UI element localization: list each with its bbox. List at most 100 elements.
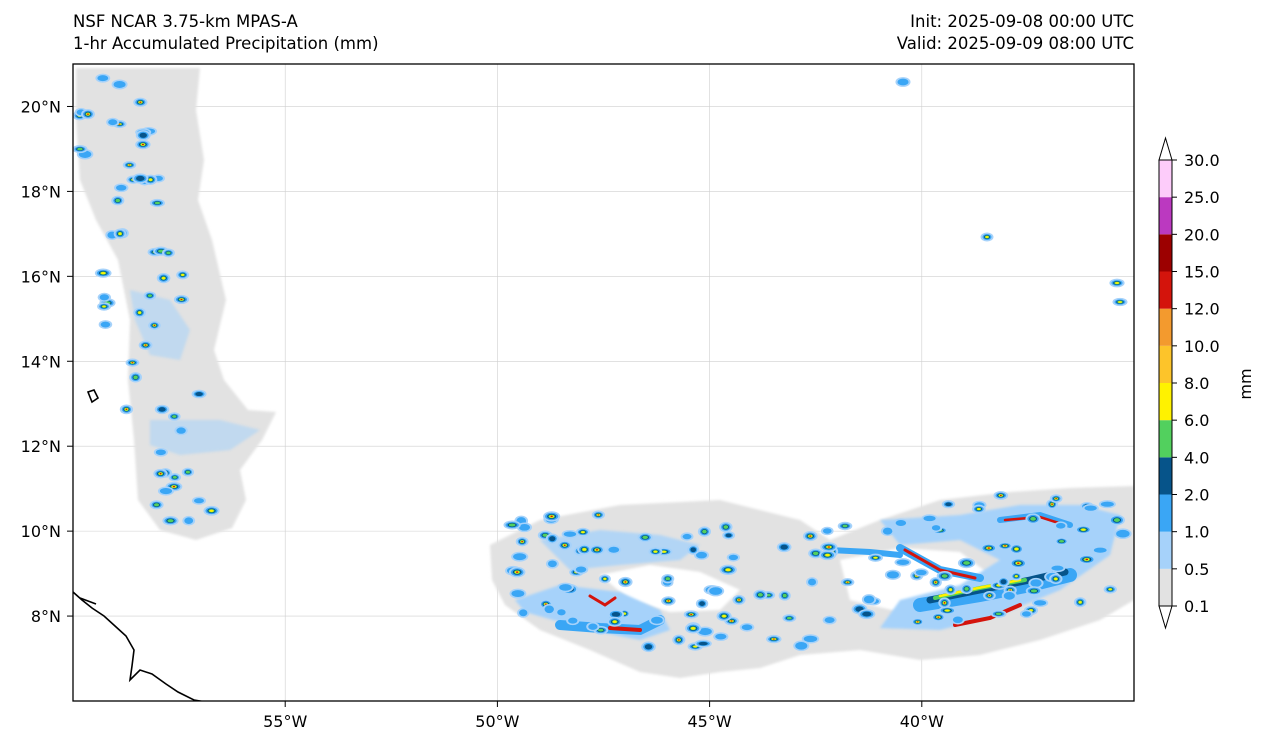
colorbar-segment bbox=[1159, 420, 1172, 458]
valid-time: Valid: 2025-09-09 08:00 UTC bbox=[896, 34, 1134, 53]
precip-cell bbox=[165, 481, 183, 492]
precip-cell bbox=[819, 550, 837, 561]
precip-cell bbox=[993, 491, 1009, 500]
lon-tick-label: 55°W bbox=[263, 712, 307, 731]
precip-cell bbox=[1078, 554, 1096, 565]
colorbar-segment bbox=[1159, 345, 1172, 383]
precip-cell bbox=[111, 79, 128, 90]
precip-cell bbox=[1025, 586, 1043, 596]
field-title: 1-hr Accumulated Precipitation (mm) bbox=[73, 34, 379, 53]
island-barbados bbox=[86, 389, 100, 404]
init-time: Init: 2025-09-08 00:00 UTC bbox=[910, 12, 1134, 31]
precip-cell bbox=[97, 292, 111, 302]
precip-cell bbox=[557, 582, 574, 593]
precip-cell bbox=[753, 589, 768, 600]
precip-cell bbox=[517, 607, 530, 618]
colorbar-segment bbox=[1159, 494, 1172, 532]
precip-cell bbox=[801, 634, 820, 644]
precip-cell bbox=[94, 268, 112, 278]
precip-cell bbox=[511, 551, 529, 562]
precip-cell bbox=[1001, 590, 1017, 602]
colorbar-tick-label: 1.0 bbox=[1184, 523, 1209, 542]
precip-cell bbox=[776, 542, 792, 553]
precip-cell bbox=[545, 533, 559, 544]
colorbar-tick-label: 12.0 bbox=[1184, 300, 1220, 319]
precip-cell bbox=[503, 520, 521, 530]
precip-cell bbox=[542, 603, 556, 615]
precip-cell bbox=[153, 447, 168, 457]
colorbar-tick-label: 10.0 bbox=[1184, 337, 1220, 356]
precip-cell bbox=[586, 622, 600, 632]
precip-cell bbox=[911, 617, 925, 627]
precip-cell bbox=[589, 544, 605, 555]
precip-cell bbox=[97, 302, 111, 311]
precip-cell bbox=[1019, 609, 1033, 619]
precip-cell bbox=[921, 514, 938, 523]
lon-tick-label: 50°W bbox=[475, 712, 519, 731]
precip-cell bbox=[125, 358, 140, 367]
precip-cell bbox=[980, 543, 998, 553]
precip-cell bbox=[971, 504, 986, 514]
precip-cell bbox=[122, 161, 137, 170]
precip-cell bbox=[941, 500, 956, 509]
precip-cell bbox=[133, 97, 148, 107]
precip-cell bbox=[732, 594, 746, 605]
precip-cell bbox=[808, 548, 824, 559]
precip-cell bbox=[1054, 537, 1069, 546]
precip-cell bbox=[555, 607, 568, 617]
precip-cell bbox=[880, 526, 895, 537]
precip-cell bbox=[113, 228, 127, 239]
map-frame bbox=[72, 63, 1135, 702]
precip-cell bbox=[724, 616, 739, 626]
precip-cell bbox=[680, 532, 694, 541]
precip-cell bbox=[135, 139, 151, 150]
precip-cell bbox=[154, 404, 170, 415]
precip-cell bbox=[606, 545, 622, 555]
precip-cell bbox=[515, 536, 529, 547]
precip-cell bbox=[722, 531, 736, 540]
lat-tick-label: 16°N bbox=[21, 267, 61, 286]
precip-cell bbox=[1025, 513, 1041, 525]
precip-cell bbox=[683, 610, 699, 619]
precip-cell bbox=[173, 294, 190, 305]
precip-cell bbox=[672, 634, 686, 646]
title-right: Init: 2025-09-08 00:00 UTC Valid: 2025-0… bbox=[897, 11, 1134, 55]
precip-cell bbox=[557, 540, 572, 551]
precip-cell bbox=[840, 578, 855, 587]
precip-cell bbox=[168, 473, 182, 482]
precip-cell bbox=[806, 577, 819, 587]
precip-cell bbox=[685, 623, 702, 634]
precip-cell bbox=[167, 412, 181, 421]
precip-cell bbox=[778, 590, 791, 601]
precip-cell bbox=[545, 558, 559, 569]
precip-cell bbox=[1073, 597, 1087, 608]
precip-cell bbox=[648, 547, 663, 556]
colorbar-segment bbox=[1159, 457, 1172, 495]
colorbar-segment bbox=[1159, 308, 1172, 346]
precip-cell bbox=[157, 486, 175, 496]
precip-cell bbox=[936, 570, 953, 582]
precip-cell bbox=[1049, 494, 1063, 503]
precip-cell bbox=[861, 594, 877, 605]
precip-cell bbox=[893, 518, 909, 528]
precip-cell bbox=[135, 130, 151, 141]
precip-cell bbox=[929, 577, 942, 588]
colorbar-tick-label: 0.5 bbox=[1184, 560, 1209, 579]
lat-tick-label: 20°N bbox=[21, 97, 61, 116]
precip-cell bbox=[957, 557, 976, 569]
precip-cell bbox=[149, 198, 165, 208]
colorbar-tick-label: 8.0 bbox=[1184, 374, 1209, 393]
precip-cell bbox=[203, 505, 220, 516]
precip-cell bbox=[182, 515, 196, 526]
precip-cell bbox=[719, 564, 737, 575]
precip-cell bbox=[119, 404, 134, 415]
lat-tick-label: 10°N bbox=[21, 522, 61, 541]
precip-cell bbox=[793, 640, 810, 652]
precip-cell bbox=[884, 569, 901, 580]
precip-cell bbox=[153, 468, 168, 479]
precip-cell bbox=[113, 183, 129, 193]
precip-cell bbox=[162, 516, 179, 526]
precip-cell bbox=[516, 522, 533, 533]
colorbar-segment bbox=[1159, 531, 1172, 569]
colorbar-segment bbox=[1159, 197, 1172, 235]
